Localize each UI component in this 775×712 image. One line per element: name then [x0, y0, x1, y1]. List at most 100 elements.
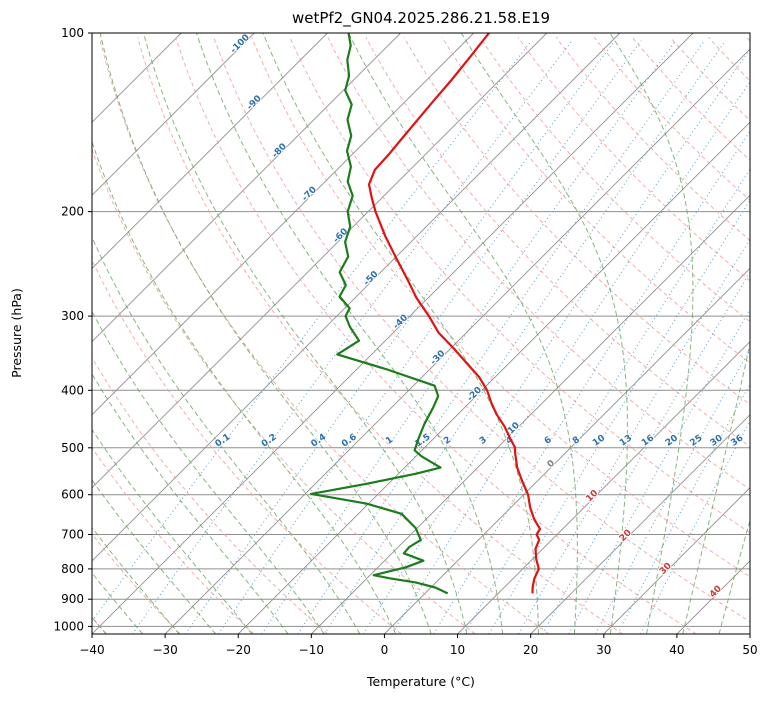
x-tick-label: −30 — [152, 643, 177, 657]
isotherm-line — [384, 33, 775, 634]
mixing-ratio-label: 6 — [543, 435, 554, 447]
dry-adiabat — [709, 37, 775, 634]
dry-adiabat — [556, 37, 775, 634]
mixing-ratio-label: 30 — [709, 433, 725, 448]
moist-adiabat — [719, 33, 775, 634]
isotherm-line — [92, 33, 693, 634]
mixing-ratio-line — [596, 41, 775, 634]
moist-adiabat — [64, 33, 396, 634]
y-tick-label: 400 — [61, 383, 84, 397]
mixing-ratio-line — [569, 41, 775, 634]
mixing-ratio-label: 0.2 — [260, 432, 279, 449]
y-tick-label: 300 — [61, 309, 84, 323]
dry-adiabat — [176, 37, 697, 634]
isotherm-line — [19, 33, 620, 634]
y-tick-label: 500 — [61, 441, 84, 455]
isotherm-label: -70 — [300, 185, 319, 204]
mixing-ratio-label: 25 — [688, 433, 704, 448]
x-tick-label: −10 — [299, 643, 324, 657]
y-tick-label: 900 — [61, 592, 84, 606]
isotherm-line — [311, 33, 775, 634]
moist-adiabat-lines — [0, 33, 775, 634]
isotherm-line — [458, 33, 775, 634]
dry-adiabat — [366, 37, 775, 634]
isotherm-label: -50 — [362, 269, 381, 288]
y-tick-label: 200 — [61, 205, 84, 219]
dry-adiabat — [252, 37, 775, 634]
mixing-ratio-label: 36 — [729, 433, 745, 448]
mixing-ratio-line — [392, 41, 775, 634]
moist-adiabat — [0, 33, 252, 634]
moist-adiabat — [683, 33, 775, 634]
isotherm-label: -80 — [270, 142, 289, 161]
x-tick-label: −20 — [226, 643, 251, 657]
dry-adiabat — [747, 37, 775, 634]
plot-frame — [92, 33, 750, 634]
mixing-ratio-label: 10 — [591, 433, 607, 448]
isotherm-line — [165, 33, 766, 634]
dry-adiabat — [100, 37, 549, 634]
dry-adiabat — [0, 37, 328, 634]
moist-adiabat — [0, 33, 216, 634]
chart-layers: -100-90-80-70-60-50-40-30-20-10010203040… — [0, 26, 775, 657]
isobar-gridlines — [92, 33, 750, 626]
y-tick-label: 1000 — [53, 619, 84, 633]
y-tick-label: 700 — [61, 528, 84, 542]
isotherm-line — [0, 33, 547, 634]
isotherm-label: -90 — [245, 94, 264, 113]
moist-adiabat — [610, 33, 693, 634]
isotherm-label: 10 — [584, 488, 600, 504]
mixing-ratio-label: 16 — [640, 433, 656, 448]
mixing-ratio-line — [262, 41, 676, 634]
mixing-ratio-label: 3 — [478, 435, 489, 447]
x-tick-label: 10 — [450, 643, 465, 657]
mixing-ratio-label: 0.1 — [214, 432, 233, 449]
mixing-ratio-line — [132, 41, 572, 634]
moist-adiabat — [144, 33, 467, 634]
y-tick-label: 600 — [61, 488, 84, 502]
y-tick-label: 800 — [61, 562, 84, 576]
isotherm-line — [0, 33, 181, 634]
isotherm-label: 0 — [546, 459, 558, 471]
isotherm-line — [0, 33, 401, 634]
mixing-ratio-label: 1 — [384, 435, 395, 447]
chart-title: wetPf2_GN04.2025.286.21.58.E19 — [292, 9, 550, 28]
dry-adiabat — [670, 37, 775, 634]
x-tick-label: −40 — [79, 643, 104, 657]
isotherm-label: -20 — [465, 385, 484, 404]
mixing-ratio-line — [363, 41, 756, 634]
y-tick-label: 100 — [61, 26, 84, 40]
moist-adiabat — [349, 33, 578, 634]
mixing-ratio-line — [519, 41, 775, 634]
isotherm-gridlines — [0, 33, 775, 634]
moist-adiabat — [0, 33, 288, 634]
isotherm-label: -30 — [429, 349, 448, 368]
y-axis-label: Pressure (hPa) — [9, 288, 24, 378]
dry-adiabat-lines — [0, 37, 775, 634]
isotherm-label: -100 — [229, 33, 252, 56]
moist-adiabat — [263, 33, 539, 634]
x-tick-label: 20 — [523, 643, 538, 657]
dry-adiabat — [0, 37, 180, 634]
mixing-ratio-label: 20 — [664, 433, 680, 448]
x-tick-label: 30 — [596, 643, 611, 657]
isotherm-label: 40 — [708, 584, 724, 600]
moist-adiabat — [0, 33, 179, 634]
x-axis-label: Temperature (°C) — [366, 674, 475, 689]
x-tick-label: 40 — [669, 643, 684, 657]
mixing-ratio-label: 2 — [442, 435, 453, 447]
mixing-ratio-label: 0.6 — [340, 432, 359, 449]
mixing-ratio-line — [434, 41, 775, 634]
x-tick-label: 0 — [381, 643, 389, 657]
isotherm-label: 20 — [618, 528, 634, 544]
dry-adiabat — [328, 37, 775, 634]
mixing-ratio-line — [640, 41, 775, 634]
isotherm-line — [750, 33, 775, 634]
dry-adiabat — [404, 37, 775, 634]
isotherm-label: 30 — [658, 561, 674, 577]
dry-adiabat — [480, 37, 775, 634]
